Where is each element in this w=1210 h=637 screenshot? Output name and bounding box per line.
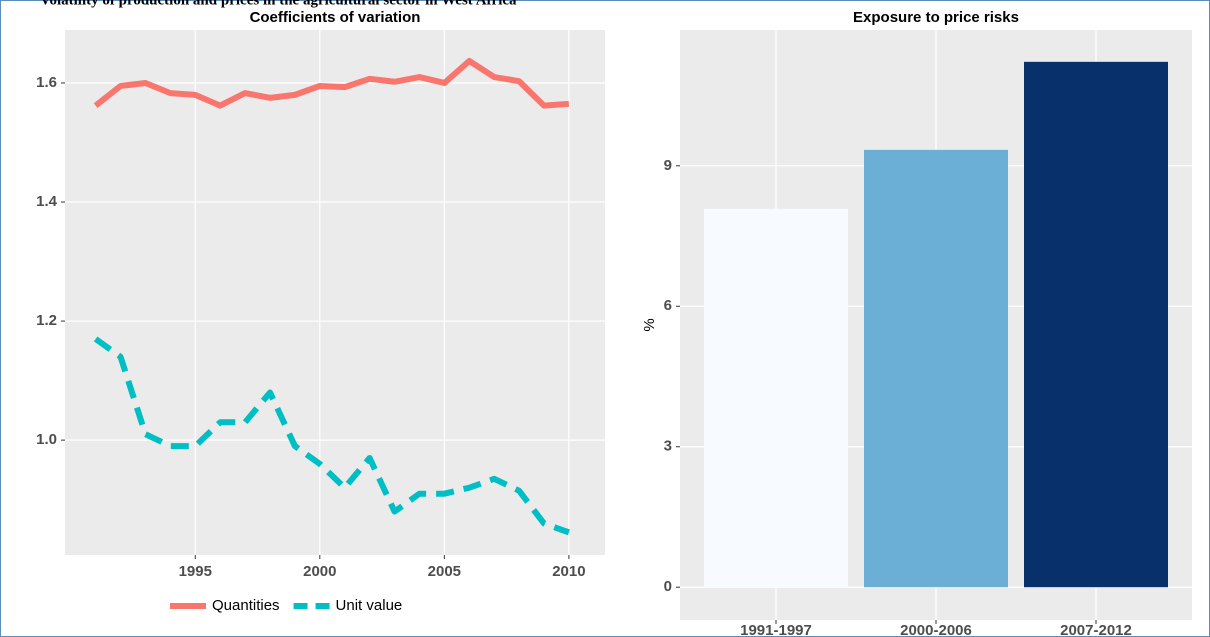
y-tick-label: 1.6 xyxy=(36,74,57,91)
x-tick-label: 2007-2012 xyxy=(1060,622,1132,637)
y-tick-label: 1.2 xyxy=(36,312,57,329)
y-tick-label: 1.4 xyxy=(36,193,58,210)
bar xyxy=(704,208,848,588)
x-tick-label: 2000-2006 xyxy=(900,622,972,637)
y-tick-label: 0 xyxy=(664,578,672,595)
x-tick-label: 2000 xyxy=(303,563,336,580)
y-tick-label: 3 xyxy=(664,438,672,455)
x-tick-label: 2005 xyxy=(428,563,461,580)
bar xyxy=(1024,61,1168,588)
y-tick-label: 9 xyxy=(664,157,672,174)
bar xyxy=(864,149,1008,588)
x-tick-label: 1995 xyxy=(179,563,212,580)
y-tick-label: 1.0 xyxy=(36,431,57,448)
x-tick-label: 1991-1997 xyxy=(740,622,812,637)
legend-label: Unit value xyxy=(336,597,403,614)
caption: Volatility of production and prices in t… xyxy=(40,0,517,8)
chart-title: Exposure to price risks xyxy=(853,9,1019,26)
x-tick-label: 2010 xyxy=(552,563,585,580)
y-tick-label: 6 xyxy=(664,297,672,314)
line-series xyxy=(93,336,570,536)
chart-title: Coefficients of variation xyxy=(250,9,421,26)
y-axis-label: % xyxy=(641,318,658,331)
line-series xyxy=(93,57,570,109)
legend-label: Quantities xyxy=(212,597,280,614)
plot-background xyxy=(65,30,605,555)
